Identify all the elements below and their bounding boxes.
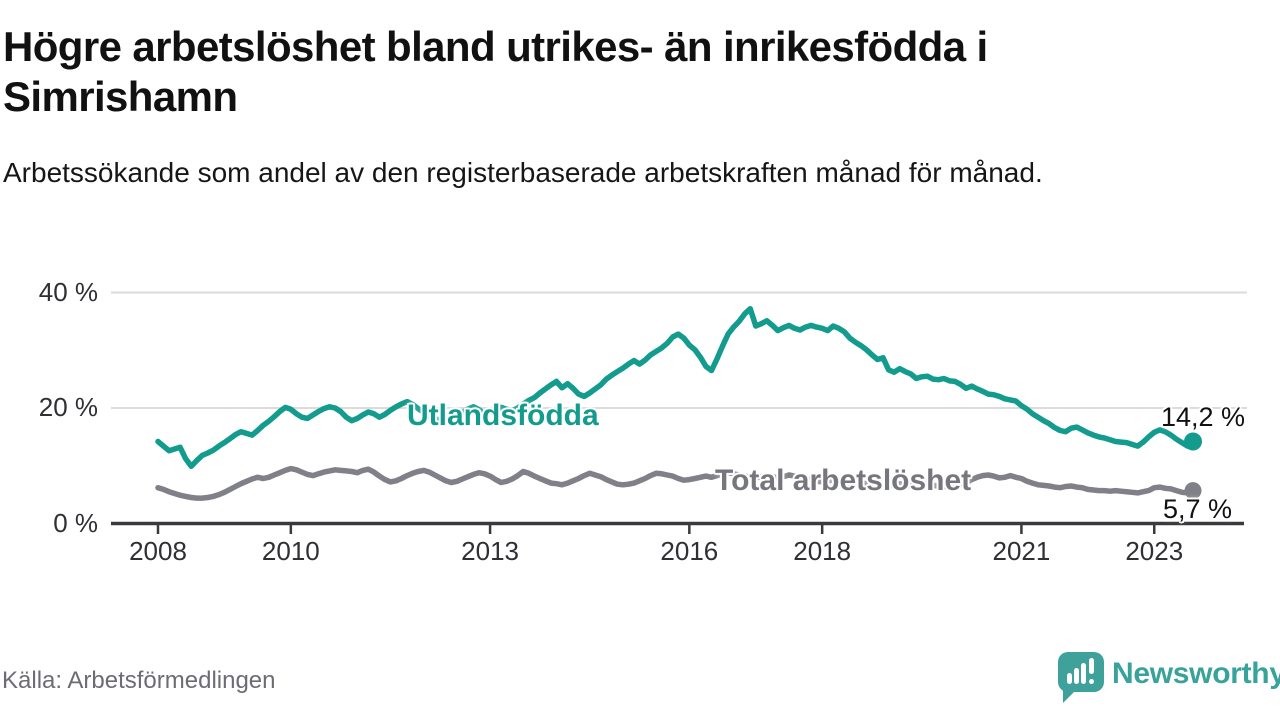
logo-exclamation-bar: [1089, 658, 1094, 674]
logo-exclamation-dot: [1089, 679, 1094, 684]
x-axis-tick-label: 2013: [461, 536, 519, 566]
x-axis-tick-label: 2018: [793, 536, 852, 566]
brand-name: Newsworthy: [1112, 657, 1280, 690]
logo-bar-chart-icon: [1058, 652, 1104, 692]
series-line-total-arbetsloshet: [155, 465, 1196, 501]
series-label-total-arbetsloshet: Total arbetslöshet: [715, 464, 972, 497]
source-note: Källa: Arbetsförmedlingen: [2, 667, 276, 694]
logo-bar-large: [1081, 663, 1086, 684]
x-axis-tick-label: 2016: [660, 536, 719, 566]
page-title: Högre arbetslöshet bland utrikes- än inr…: [3, 23, 988, 120]
end-value-label-utlandsfodda: 14,2 %: [1160, 402, 1245, 432]
chart-subtitle: Arbetssökande som andel av den registerb…: [3, 157, 1043, 188]
x-axis-tick-label: 2010: [261, 536, 320, 566]
y-axis-tick-label: 40 %: [38, 276, 98, 307]
y-axis-tick-label: 20 %: [38, 392, 98, 422]
end-dot-total-arbetsloshet: [1184, 482, 1202, 500]
logo-bar-small: [1067, 673, 1072, 684]
series-line-utlandsfodda: [155, 305, 1196, 470]
y-axis-tick-label: 0 %: [53, 507, 98, 538]
logo-bubble-tail: [1063, 690, 1076, 703]
logo-bar-medium: [1074, 668, 1079, 684]
x-axis-tick-label: 2021: [992, 536, 1051, 566]
end-dot-utlandsfodda: [1184, 432, 1202, 451]
series-label-utlandsfodda: Utlandsfödda: [407, 399, 599, 432]
x-axis-tick-label: 2008: [129, 536, 187, 566]
end-value-label-total-arbetsloshet: 5,7 %: [1162, 494, 1232, 524]
x-axis-tick-label: 2023: [1125, 536, 1184, 566]
